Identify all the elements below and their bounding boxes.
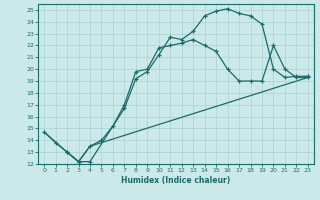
X-axis label: Humidex (Indice chaleur): Humidex (Indice chaleur) xyxy=(121,176,231,185)
